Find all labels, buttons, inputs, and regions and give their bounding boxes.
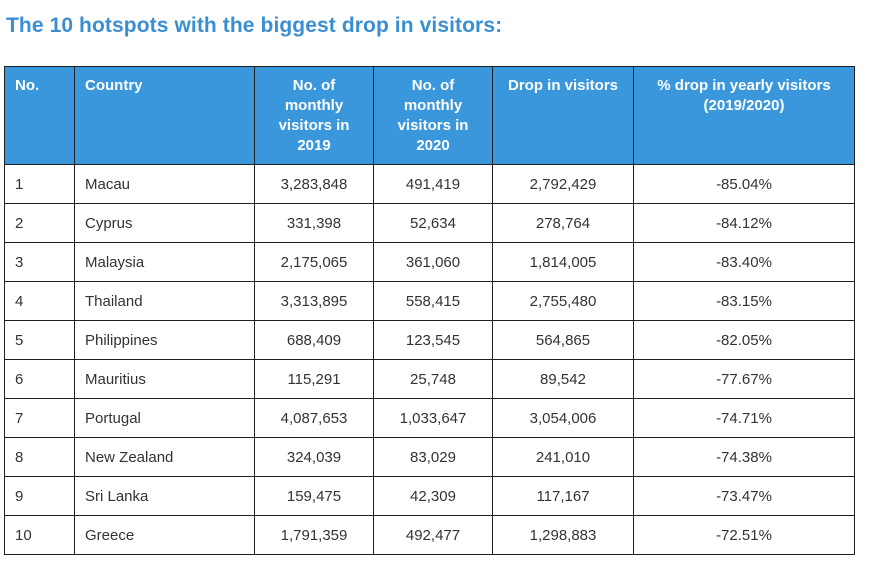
cell-country: Macau (74, 164, 255, 204)
table-row: 8 New Zealand 324,039 83,029 241,010 -74… (4, 437, 855, 477)
cell-percent-drop: -82.05% (633, 320, 855, 360)
cell-country: Philippines (74, 320, 255, 360)
table-row: 3 Malaysia 2,175,065 361,060 1,814,005 -… (4, 242, 855, 282)
table-row: 1 Macau 3,283,848 491,419 2,792,429 -85.… (4, 164, 855, 204)
cell-visitors-2020: 42,309 (373, 476, 493, 516)
cell-country: Thailand (74, 281, 255, 321)
cell-percent-drop: -74.71% (633, 398, 855, 438)
cell-rank: 2 (4, 203, 75, 243)
table-header-row: No. Country No. of monthly visitors in 2… (4, 66, 855, 165)
cell-country: Portugal (74, 398, 255, 438)
cell-country: Cyprus (74, 203, 255, 243)
cell-percent-drop: -83.15% (633, 281, 855, 321)
column-header-percent-drop: % drop in yearly visitors (2019/2020) (633, 66, 855, 165)
cell-country: Greece (74, 515, 255, 555)
cell-visitors-2019: 1,791,359 (254, 515, 374, 555)
cell-percent-drop: -84.12% (633, 203, 855, 243)
cell-percent-drop: -85.04% (633, 164, 855, 204)
cell-visitors-2020: 492,477 (373, 515, 493, 555)
cell-percent-drop: -77.67% (633, 359, 855, 399)
cell-visitors-2019: 159,475 (254, 476, 374, 516)
cell-drop: 564,865 (492, 320, 634, 360)
cell-drop: 89,542 (492, 359, 634, 399)
cell-visitors-2019: 324,039 (254, 437, 374, 477)
cell-drop: 2,792,429 (492, 164, 634, 204)
table-row: 2 Cyprus 331,398 52,634 278,764 -84.12% (4, 203, 855, 243)
table-row: 9 Sri Lanka 159,475 42,309 117,167 -73.4… (4, 476, 855, 516)
column-header-no: No. (4, 66, 75, 165)
cell-visitors-2020: 83,029 (373, 437, 493, 477)
cell-drop: 2,755,480 (492, 281, 634, 321)
table-row: 6 Mauritius 115,291 25,748 89,542 -77.67… (4, 359, 855, 399)
page-title: The 10 hotspots with the biggest drop in… (6, 14, 503, 37)
table-row: 7 Portugal 4,087,653 1,033,647 3,054,006… (4, 398, 855, 438)
cell-visitors-2019: 115,291 (254, 359, 374, 399)
cell-percent-drop: -74.38% (633, 437, 855, 477)
cell-rank: 4 (4, 281, 75, 321)
cell-percent-drop: -72.51% (633, 515, 855, 555)
cell-rank: 7 (4, 398, 75, 438)
cell-rank: 9 (4, 476, 75, 516)
cell-visitors-2020: 123,545 (373, 320, 493, 360)
cell-visitors-2020: 491,419 (373, 164, 493, 204)
column-header-visitors-2019: No. of monthly visitors in 2019 (254, 66, 374, 165)
cell-visitors-2019: 4,087,653 (254, 398, 374, 438)
cell-country: Malaysia (74, 242, 255, 282)
cell-rank: 6 (4, 359, 75, 399)
cell-visitors-2019: 3,283,848 (254, 164, 374, 204)
cell-drop: 278,764 (492, 203, 634, 243)
cell-visitors-2019: 3,313,895 (254, 281, 374, 321)
cell-visitors-2019: 331,398 (254, 203, 374, 243)
cell-percent-drop: -73.47% (633, 476, 855, 516)
cell-drop: 117,167 (492, 476, 634, 516)
cell-rank: 5 (4, 320, 75, 360)
cell-visitors-2020: 25,748 (373, 359, 493, 399)
cell-rank: 8 (4, 437, 75, 477)
cell-drop: 241,010 (492, 437, 634, 477)
cell-rank: 10 (4, 515, 75, 555)
cell-country: Mauritius (74, 359, 255, 399)
column-header-country: Country (74, 66, 255, 165)
cell-percent-drop: -83.40% (633, 242, 855, 282)
cell-visitors-2020: 1,033,647 (373, 398, 493, 438)
cell-drop: 1,814,005 (492, 242, 634, 282)
cell-country: Sri Lanka (74, 476, 255, 516)
cell-visitors-2020: 558,415 (373, 281, 493, 321)
cell-drop: 3,054,006 (492, 398, 634, 438)
table-row: 10 Greece 1,791,359 492,477 1,298,883 -7… (4, 515, 855, 555)
cell-visitors-2019: 688,409 (254, 320, 374, 360)
column-header-visitors-2020: No. of monthly visitors in 2020 (373, 66, 493, 165)
cell-country: New Zealand (74, 437, 255, 477)
visitors-table: No. Country No. of monthly visitors in 2… (4, 66, 855, 555)
cell-visitors-2020: 361,060 (373, 242, 493, 282)
column-header-drop: Drop in visitors (492, 66, 634, 165)
cell-rank: 1 (4, 164, 75, 204)
cell-drop: 1,298,883 (492, 515, 634, 555)
cell-rank: 3 (4, 242, 75, 282)
cell-visitors-2019: 2,175,065 (254, 242, 374, 282)
table-row: 5 Philippines 688,409 123,545 564,865 -8… (4, 320, 855, 360)
cell-visitors-2020: 52,634 (373, 203, 493, 243)
table-row: 4 Thailand 3,313,895 558,415 2,755,480 -… (4, 281, 855, 321)
